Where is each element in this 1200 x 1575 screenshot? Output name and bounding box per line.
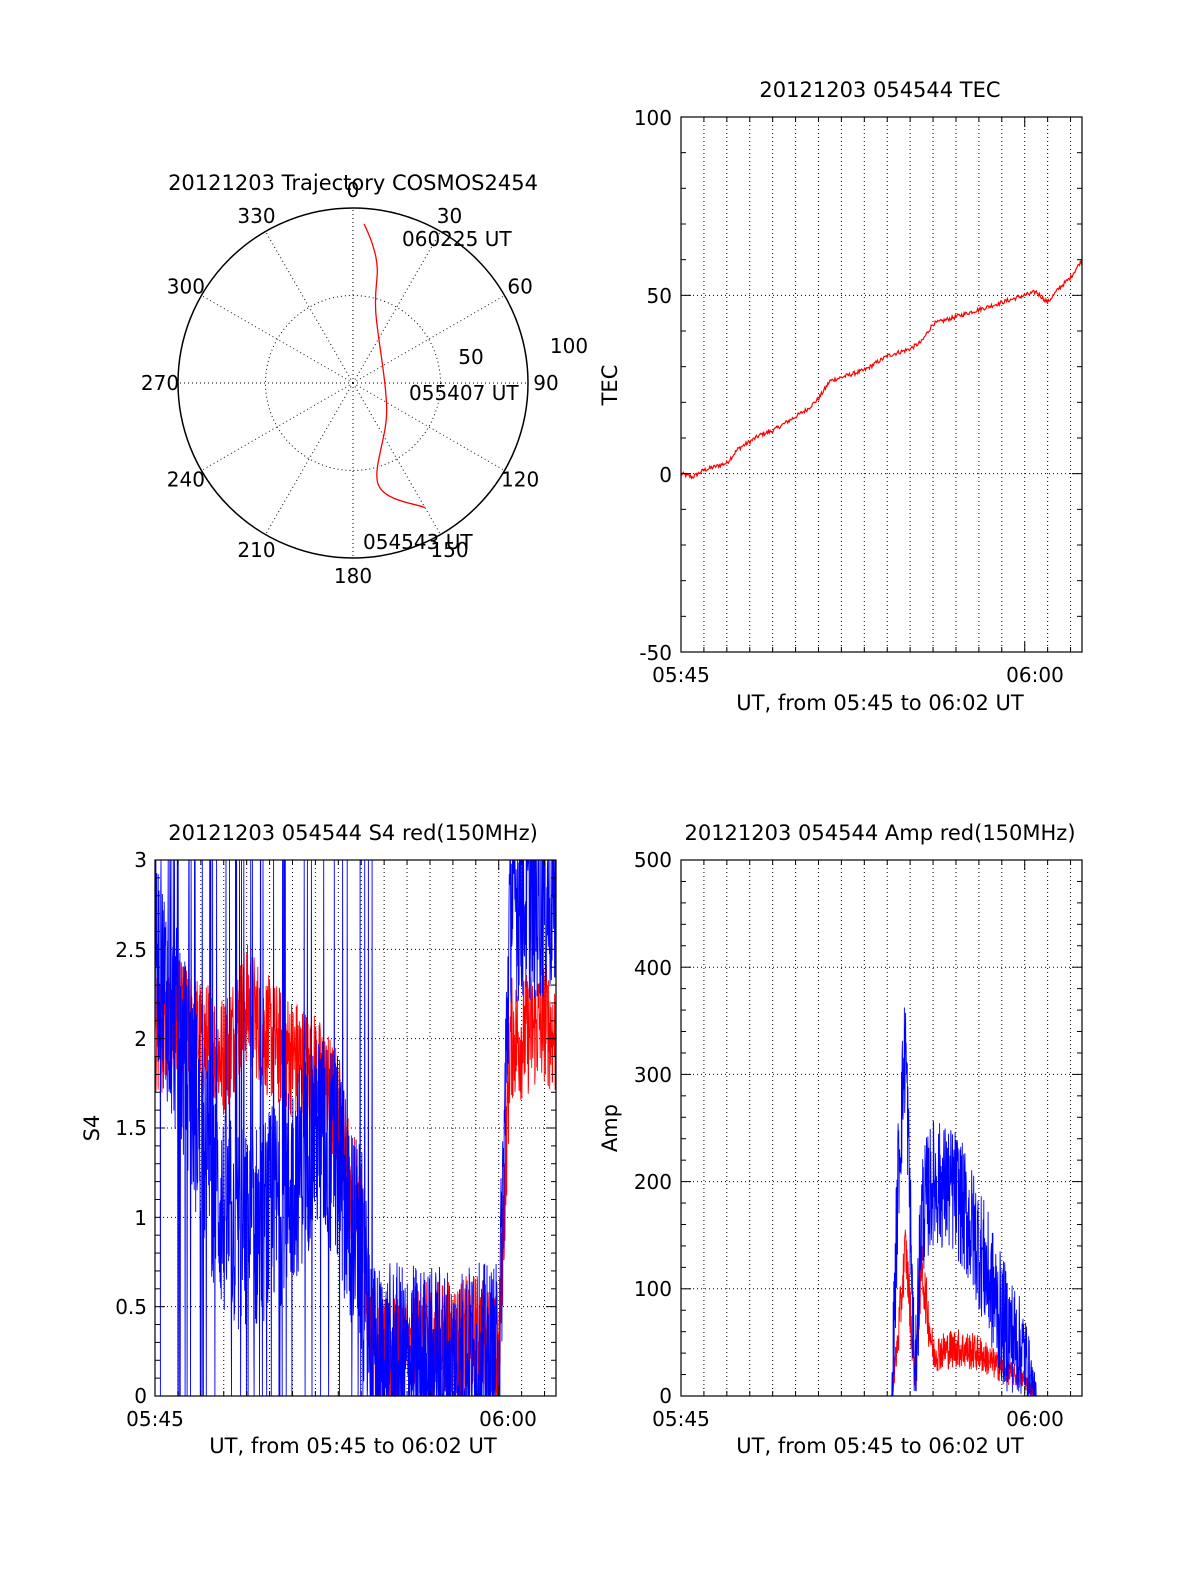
amp-ytick: 400 [634,956,672,980]
polar-angle-label: 270 [141,371,179,395]
s4-ytick: 2.5 [115,938,147,962]
polar-angle-label: 180 [334,564,372,588]
polar-trajectory-panel: 20121203 Trajectory COSMOS2454 0 30 60 90 12… [141,171,588,588]
tec-series-red [680,259,1083,480]
amp-ytick: 200 [634,1170,672,1194]
trajectory-start-label: 054543 UT [363,530,473,554]
polar-angle-label: 60 [507,275,532,299]
tec-plot-frame [680,116,1083,653]
polar-spoke [352,382,441,535]
polar-spoke [265,231,354,384]
polar-angle-label: 150 [430,538,468,562]
tec-ytick: 50 [647,284,672,308]
polar-angle-label: 210 [237,538,275,562]
polar-radius-label: 50 [458,345,483,369]
polar-angle-label: 90 [533,371,558,395]
polar-title: 20121203 Trajectory COSMOS2454 [168,171,538,195]
amp-panel: 20121203 054544 Amp red(150MHz) 05:45 06… [598,821,1083,1458]
tec-ytick: 100 [634,106,672,130]
trajectory-path [363,223,426,509]
trajectory-mid-label: 055407 UT [409,381,519,405]
s4-ytick: 1 [134,1206,147,1230]
amp-title: 20121203 054544 Amp red(150MHz) [684,821,1075,845]
polar-angle-label: 300 [167,275,205,299]
polar-angle-label: 240 [167,468,205,492]
amp-plot-frame [680,859,1083,1397]
tec-xlabel: UT, from 05:45 to 06:02 UT [736,691,1024,715]
polar-angle-label: 120 [501,468,539,492]
s4-ytick: 1.5 [115,1116,147,1140]
amp-ylabel: Amp [598,1104,622,1152]
s4-ytick: 0 [134,1384,147,1408]
amp-series-red [681,1229,1082,1397]
polar-spoke [352,231,441,384]
tec-ytick: -50 [639,641,672,665]
trajectory-end-label: 060225 UT [402,227,512,251]
s4-ytick: 0.5 [115,1295,147,1319]
amp-xtick-start: 05:45 [652,1407,710,1431]
tec-xtick-end: 06:00 [1006,663,1064,687]
polar-angle-label: 0 [347,178,360,202]
tec-title: 20121203 054544 TEC [759,78,1000,102]
tec-xtick-start: 05:45 [652,663,710,687]
s4-ytick: 2 [134,1027,147,1051]
polar-angle-label: 330 [237,204,275,228]
s4-panel: 20121203 054544 S4 red(150MHz) 05:45 06:… [80,821,557,1458]
polar-inner-ring [265,295,441,471]
s4-xtick-start: 05:45 [126,1407,184,1431]
amp-series-blue [681,1007,1082,1397]
s4-ytick: 3 [134,848,147,872]
polar-outer-ring [177,207,529,559]
tec-ytick: 0 [659,463,672,487]
amp-xlabel: UT, from 05:45 to 06:02 UT [736,1434,1024,1458]
tec-ylabel: TEC [598,365,622,407]
amp-ytick: 100 [634,1277,672,1301]
polar-angle-label: 30 [437,204,462,228]
amp-ytick: 300 [634,1063,672,1087]
s4-xtick-end: 06:00 [479,1407,537,1431]
amp-ytick: 500 [634,848,672,872]
tec-panel: 20121203 054544 TEC 05:45 06:00 -50 0 50… [598,78,1083,715]
amp-xtick-end: 06:00 [1006,1407,1064,1431]
polar-spoke [265,382,354,535]
s4-xlabel: UT, from 05:45 to 06:02 UT [209,1434,497,1458]
s4-series-blue [154,859,557,1397]
s4-ylabel: S4 [80,1115,104,1142]
polar-radius-label: 100 [550,334,588,358]
amp-ytick: 0 [659,1384,672,1408]
s4-title: 20121203 054544 S4 red(150MHz) [168,821,538,845]
